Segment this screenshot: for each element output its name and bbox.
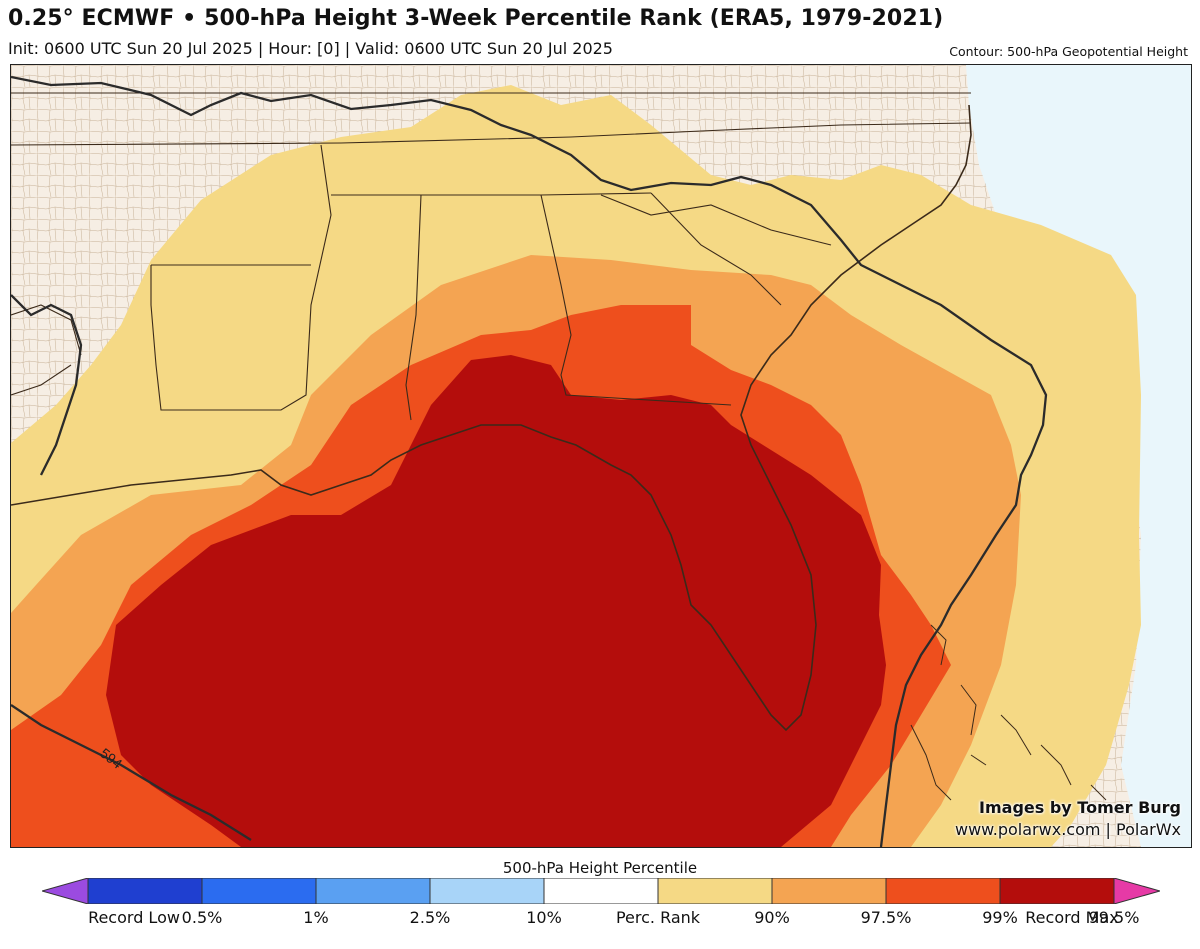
colorbar-segment — [87, 878, 203, 904]
colorbar-label: Perc. Rank — [615, 908, 701, 927]
coastline — [11, 104, 972, 732]
bahamas-islands — [910, 624, 1107, 801]
map-panel: 594 Images by Tomer Burg www.polarwx.com… — [10, 64, 1192, 848]
map-subtitle: Init: 0600 UTC Sun 20 Jul 2025 | Hour: [… — [8, 39, 613, 58]
colorbar-segment — [885, 878, 1001, 904]
credit-author: Images by Tomer Burg — [979, 798, 1181, 817]
colorbar-segment — [315, 878, 431, 904]
colorbar — [42, 878, 1160, 904]
colorbar-label: 99% — [982, 908, 1018, 927]
colorbar-label: 10% — [526, 908, 562, 927]
colorbar-segment — [999, 878, 1115, 904]
percentile-99-5-area — [106, 355, 886, 847]
colorbar-title: 500-hPa Height Percentile — [502, 859, 698, 877]
credit-website: www.polarwx.com | PolarWx — [954, 820, 1181, 839]
contour-legend-label: Contour: 500-hPa Geopotential Height — [949, 44, 1188, 59]
colorbar-segment — [543, 878, 659, 904]
colorbar-label: Record Low — [88, 908, 180, 927]
height-contours — [11, 75, 1048, 847]
colorbar-label: 2.5% — [409, 908, 451, 927]
colorbar-segment — [771, 878, 887, 904]
colorbar-segment — [42, 878, 89, 904]
colorbar-label: Record Max — [1025, 908, 1119, 927]
colorbar-label: 1% — [303, 908, 329, 927]
map-title: 0.25° ECMWF • 500-hPa Height 3-Week Perc… — [8, 6, 944, 31]
colorbar-label: 97.5% — [860, 908, 912, 927]
contour-594 — [11, 704, 252, 841]
colorbar-label: 90% — [754, 908, 790, 927]
colorbar-segment — [657, 878, 773, 904]
state-boundaries — [11, 92, 972, 421]
colorbar-segment — [201, 878, 317, 904]
colorbar-labels: Record Low 0.5% 1% 2.5% 10% Perc. Rank 90% 97.5… — [0, 908, 1200, 938]
colorbar-segment — [429, 878, 545, 904]
atlantic-ocean — [966, 65, 1191, 847]
colorbar-label: 99.5% — [1088, 908, 1140, 927]
colorbar-segment — [1113, 878, 1160, 904]
colorbar-label: 0.5% — [181, 908, 223, 927]
map-canvas: 594 — [11, 65, 1191, 847]
